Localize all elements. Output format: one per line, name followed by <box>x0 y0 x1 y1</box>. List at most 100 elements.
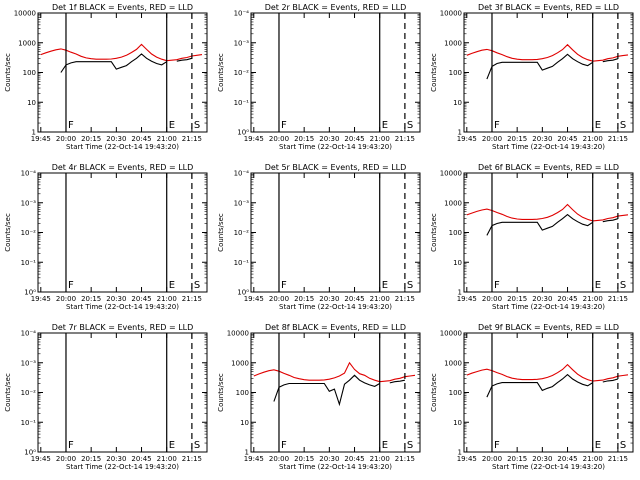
x-tick-label: 20:45 <box>557 295 577 303</box>
marker-label-e: E <box>595 280 601 291</box>
marker-label-e: E <box>169 280 175 291</box>
panel-det-9: Det 9f BLACK = Events, RED = LLD 1 10 100 10… <box>430 323 634 471</box>
panel-det-5: Det 5r BLACK = Events, RED = LLD 10⁰ 10⁻¹ 1… <box>217 163 421 311</box>
y-tick-label: 1 <box>458 129 462 137</box>
panel-title: Det 8f BLACK = Events, RED = LLD <box>265 323 406 332</box>
y-tick-label: 1000 <box>444 359 462 367</box>
y-tick-label: 10⁻⁴ <box>234 10 250 18</box>
panel-title: Det 9f BLACK = Events, RED = LLD <box>478 323 619 332</box>
panel-title: Det 3f BLACK = Events, RED = LLD <box>478 3 619 12</box>
x-tick-label: 19:45 <box>457 455 477 463</box>
marker-label-s: S <box>620 280 626 291</box>
x-tick-label: 20:45 <box>344 455 364 463</box>
x-axis-title: Start Time (22-Oct-14 19:43:20) <box>66 303 179 311</box>
x-tick-label: 21:15 <box>182 135 202 143</box>
y-tick-label: 10⁰ <box>24 289 36 297</box>
x-tick-label: 20:00 <box>56 295 76 303</box>
x-tick-label: 20:00 <box>56 455 76 463</box>
y-tick-label: 100 <box>236 389 249 397</box>
x-tick-label: 20:15 <box>81 135 101 143</box>
y-tick-label: 10⁻¹ <box>21 419 37 427</box>
marker-label-f: F <box>494 440 500 451</box>
plot-frame <box>37 12 208 133</box>
x-tick-label: 20:30 <box>106 135 126 143</box>
panel-title: Det 5r BLACK = Events, RED = LLD <box>265 163 407 172</box>
y-tick-label: 100 <box>449 229 462 237</box>
plot-frame <box>250 12 421 133</box>
x-tick-label: 19:45 <box>31 455 51 463</box>
x-tick-label: 20:30 <box>319 295 339 303</box>
y-axis-title: Counts/sec <box>430 373 438 412</box>
marker-label-e: E <box>382 120 388 131</box>
marker-label-f: F <box>494 120 500 131</box>
x-tick-label: 21:00 <box>157 135 177 143</box>
panel-det-2: Det 2r BLACK = Events, RED = LLD 10⁰ 10⁻¹ 1… <box>217 3 421 151</box>
y-axis-title: Counts/sec <box>4 53 12 92</box>
x-tick-label: 20:00 <box>269 135 289 143</box>
x-tick-label: 20:45 <box>344 135 364 143</box>
x-tick-label: 19:45 <box>457 135 477 143</box>
y-tick-label: 1 <box>458 289 462 297</box>
x-tick-label: 21:15 <box>608 295 628 303</box>
series-line-events <box>486 53 619 80</box>
x-tick-label: 20:45 <box>344 295 364 303</box>
x-tick-label: 20:00 <box>269 295 289 303</box>
y-tick-label: 10000 <box>440 170 462 178</box>
x-tick-label: 20:00 <box>269 455 289 463</box>
x-tick-label: 21:15 <box>608 135 628 143</box>
y-axis-title: Counts/sec <box>4 213 12 252</box>
x-tick-label: 20:15 <box>81 295 101 303</box>
y-axis-title: Counts/sec <box>217 53 225 92</box>
x-tick-label: 20:30 <box>319 455 339 463</box>
x-tick-label: 21:00 <box>157 455 177 463</box>
y-axis-title: Counts/sec <box>217 373 225 412</box>
y-tick-label: 10⁻² <box>21 389 37 397</box>
panel-det-7: Det 7r BLACK = Events, RED = LLD 10⁰ 10⁻¹ 1… <box>4 323 208 471</box>
x-tick-label: 20:15 <box>81 455 101 463</box>
y-tick-label: 1 <box>245 449 249 457</box>
y-tick-label: 10000 <box>440 10 462 18</box>
series-line-lld <box>40 43 203 62</box>
x-tick-label: 20:30 <box>319 135 339 143</box>
panel-title: Det 7r BLACK = Events, RED = LLD <box>52 323 194 332</box>
y-tick-label: 100 <box>23 69 36 77</box>
x-tick-label: 19:45 <box>244 455 264 463</box>
x-axis-title: Start Time (22-Oct-14 19:43:20) <box>279 143 392 151</box>
y-tick-label: 10⁻² <box>234 69 250 77</box>
y-tick-label: 1000 <box>444 39 462 47</box>
marker-label-s: S <box>620 440 626 451</box>
y-tick-label: 10⁻³ <box>234 39 250 47</box>
marker-label-e: E <box>169 440 175 451</box>
marker-label-e: E <box>382 280 388 291</box>
marker-label-e: E <box>169 120 175 131</box>
x-tick-label: 21:00 <box>157 295 177 303</box>
x-tick-label: 20:45 <box>557 135 577 143</box>
y-tick-label: 10⁰ <box>237 129 249 137</box>
x-tick-label: 21:15 <box>395 135 415 143</box>
x-tick-label: 20:45 <box>131 135 151 143</box>
y-tick-label: 10⁻³ <box>21 199 37 207</box>
y-tick-label: 10000 <box>440 330 462 338</box>
x-axis-title: Start Time (22-Oct-14 19:43:20) <box>66 143 179 151</box>
series-line-events <box>486 373 619 398</box>
y-tick-label: 100 <box>449 69 462 77</box>
y-tick-label: 10 <box>240 419 249 427</box>
x-tick-label: 20:15 <box>294 295 314 303</box>
plot-frame <box>250 172 421 293</box>
x-tick-label: 20:15 <box>294 135 314 143</box>
x-tick-label: 21:00 <box>583 135 603 143</box>
x-tick-label: 20:15 <box>507 295 527 303</box>
panel-title: Det 2r BLACK = Events, RED = LLD <box>265 3 407 12</box>
y-tick-label: 10 <box>453 259 462 267</box>
plot-frame <box>37 172 208 293</box>
x-tick-label: 19:45 <box>457 295 477 303</box>
y-tick-label: 10⁻³ <box>234 199 250 207</box>
x-tick-label: 20:30 <box>532 455 552 463</box>
series-line-lld <box>466 203 629 222</box>
series-line-lld <box>466 363 629 382</box>
x-axis-title: Start Time (22-Oct-14 19:43:20) <box>279 303 392 311</box>
marker-label-e: E <box>595 120 601 131</box>
x-tick-label: 20:00 <box>56 135 76 143</box>
panel-det-1: Det 1f BLACK = Events, RED = LLD 1 10 100 10… <box>4 3 208 151</box>
